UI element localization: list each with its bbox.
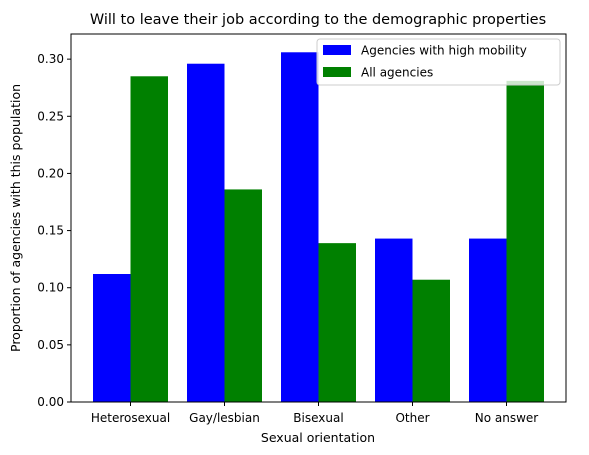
- y-tick-label: 0.30: [37, 52, 64, 66]
- bar-high-mobility-4: [469, 238, 507, 402]
- x-tick-label: Bisexual: [293, 411, 343, 425]
- x-axis-label: Sexual orientation: [261, 430, 375, 445]
- legend-swatch-1: [323, 67, 351, 77]
- bars-group: [93, 52, 544, 403]
- y-tick-label: 0.00: [37, 395, 64, 409]
- legend-label-1: All agencies: [361, 66, 433, 80]
- bar-all-agencies-3: [412, 279, 450, 402]
- y-axis: 0.00 0.05 0.10 0.15 0.20 0.25 0.30: [37, 52, 71, 409]
- legend-label-0: Agencies with high mobility: [361, 44, 527, 58]
- y-axis-label: Proportion of agencies with this populat…: [8, 84, 23, 352]
- legend-swatch-0: [323, 45, 351, 55]
- bar-all-agencies-1: [224, 189, 262, 402]
- x-tick-label: No answer: [475, 411, 539, 425]
- chart-title: Will to leave their job according to the…: [90, 12, 546, 28]
- y-tick-label: 0.20: [37, 166, 64, 180]
- bar-high-mobility-3: [375, 238, 413, 402]
- x-axis: Heterosexual Gay/lesbian Bisexual Other No a…: [91, 402, 538, 425]
- legend: Agencies with high mobility All agencies: [316, 38, 561, 86]
- bar-all-agencies-0: [130, 76, 168, 403]
- bar-all-agencies-4: [506, 80, 544, 402]
- y-tick-label: 0.05: [37, 338, 64, 352]
- y-tick-label: 0.25: [37, 109, 64, 123]
- y-tick-label: 0.10: [37, 281, 64, 295]
- y-tick-label: 0.15: [37, 224, 64, 238]
- legend-box: [316, 38, 561, 86]
- bar-all-agencies-2: [318, 243, 356, 402]
- bar-high-mobility-0: [93, 274, 131, 402]
- bar-high-mobility-1: [187, 63, 225, 402]
- x-tick-label: Heterosexual: [91, 411, 170, 425]
- x-tick-label: Other: [395, 411, 429, 425]
- bar-high-mobility-2: [281, 52, 319, 403]
- x-tick-label: Gay/lesbian: [189, 411, 260, 425]
